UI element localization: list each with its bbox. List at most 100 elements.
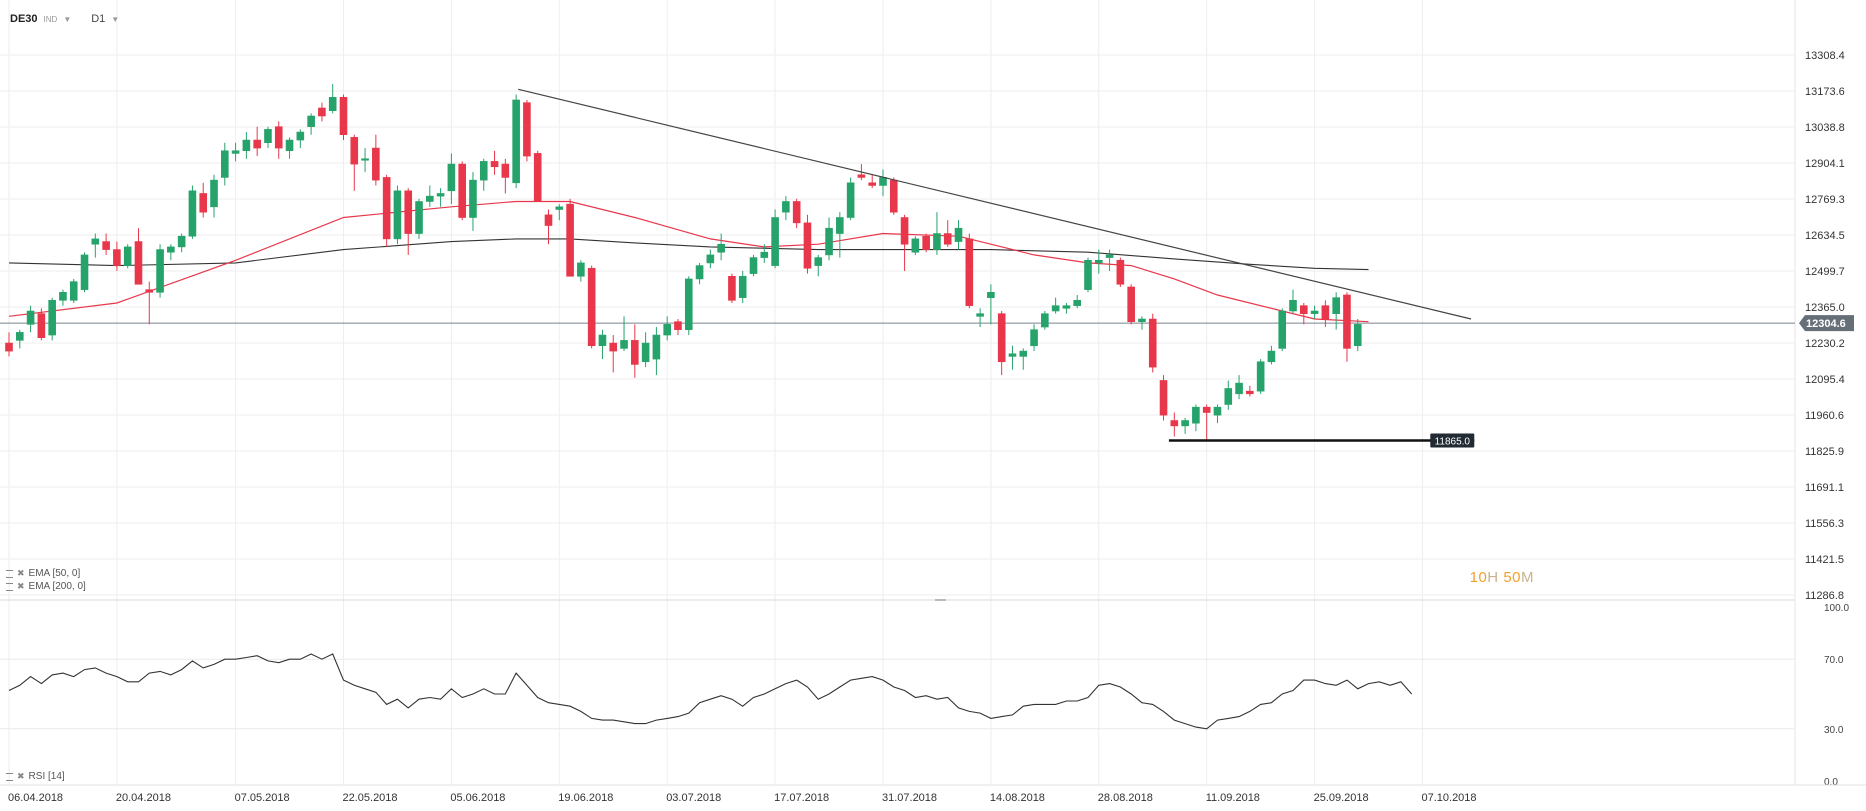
candle[interactable] bbox=[1246, 385, 1254, 397]
remove-icon[interactable]: ✖ bbox=[17, 581, 25, 591]
candle[interactable] bbox=[1084, 257, 1092, 293]
candle[interactable] bbox=[328, 83, 337, 114]
candle[interactable] bbox=[684, 276, 693, 336]
ema50-legend[interactable]: ✖ EMA [50, 0] bbox=[6, 568, 80, 579]
candle[interactable] bbox=[264, 126, 272, 149]
candle[interactable] bbox=[15, 329, 24, 349]
candle[interactable] bbox=[1300, 302, 1308, 325]
remove-icon[interactable]: ✖ bbox=[17, 568, 25, 578]
candle[interactable] bbox=[577, 260, 585, 282]
candle[interactable] bbox=[242, 132, 251, 159]
candle[interactable] bbox=[479, 158, 488, 191]
candle[interactable] bbox=[1192, 404, 1200, 432]
candle[interactable] bbox=[102, 233, 110, 255]
candle[interactable] bbox=[1213, 404, 1222, 424]
candle[interactable] bbox=[1235, 375, 1243, 400]
candle[interactable] bbox=[285, 137, 294, 159]
candle[interactable] bbox=[674, 319, 682, 336]
candle[interactable] bbox=[1332, 292, 1340, 330]
candle[interactable] bbox=[318, 102, 326, 122]
candle[interactable] bbox=[307, 113, 315, 135]
timeframe-label[interactable]: D1 bbox=[91, 13, 106, 25]
candle[interactable] bbox=[652, 327, 661, 376]
candle[interactable] bbox=[1202, 404, 1211, 441]
descending-trendline[interactable] bbox=[518, 88, 1472, 320]
candle[interactable] bbox=[1094, 249, 1103, 274]
candle[interactable] bbox=[1170, 412, 1179, 437]
candle[interactable] bbox=[706, 249, 715, 269]
settings-icon[interactable] bbox=[6, 569, 13, 578]
candle[interactable] bbox=[1321, 300, 1330, 328]
candle[interactable] bbox=[1105, 249, 1114, 271]
candle[interactable] bbox=[954, 220, 963, 250]
candle[interactable] bbox=[231, 142, 240, 162]
candle[interactable] bbox=[1148, 313, 1157, 373]
remove-icon[interactable]: ✖ bbox=[17, 771, 25, 781]
candle[interactable] bbox=[274, 121, 283, 159]
candle[interactable] bbox=[523, 99, 531, 162]
symbol-label[interactable]: DE30 bbox=[10, 13, 38, 25]
candle[interactable] bbox=[199, 182, 208, 218]
candle[interactable] bbox=[782, 196, 790, 221]
candle[interactable] bbox=[80, 252, 89, 293]
candle[interactable] bbox=[1353, 319, 1362, 352]
candle[interactable] bbox=[997, 311, 1006, 376]
candle[interactable] bbox=[37, 308, 46, 341]
candle[interactable] bbox=[48, 297, 56, 341]
candle[interactable] bbox=[620, 316, 628, 352]
candle[interactable] bbox=[404, 188, 413, 255]
candle[interactable] bbox=[1310, 305, 1319, 320]
candle[interactable] bbox=[69, 278, 78, 303]
candle[interactable] bbox=[350, 134, 359, 191]
candle[interactable] bbox=[91, 233, 100, 258]
candle[interactable] bbox=[426, 185, 434, 207]
candle[interactable] bbox=[113, 241, 121, 271]
candle[interactable] bbox=[1041, 311, 1049, 330]
main-price-panel[interactable]: 11865.0 13308.4 13173.6 13038.8 12904.1 1276… bbox=[0, 0, 1854, 785]
candle[interactable] bbox=[911, 236, 920, 255]
candle[interactable] bbox=[555, 204, 564, 221]
candle[interactable] bbox=[447, 153, 456, 205]
candle[interactable] bbox=[598, 329, 607, 360]
candle[interactable] bbox=[760, 244, 769, 263]
candle[interactable] bbox=[1343, 292, 1351, 362]
panel-resize-handle[interactable] bbox=[935, 599, 946, 601]
candle[interactable] bbox=[587, 265, 596, 349]
candle[interactable] bbox=[1127, 284, 1135, 325]
candle[interactable] bbox=[1289, 289, 1297, 314]
candle[interactable] bbox=[1116, 257, 1125, 287]
settings-icon[interactable] bbox=[6, 772, 13, 781]
candle[interactable] bbox=[415, 198, 423, 239]
candle[interactable] bbox=[1181, 417, 1189, 434]
candle[interactable] bbox=[943, 220, 952, 247]
candle[interactable] bbox=[695, 262, 704, 285]
candle[interactable] bbox=[221, 142, 229, 186]
candle[interactable] bbox=[631, 324, 639, 378]
candle[interactable] bbox=[393, 185, 402, 245]
candle[interactable] bbox=[717, 233, 725, 261]
candle[interactable] bbox=[879, 169, 887, 197]
candle[interactable] bbox=[641, 332, 650, 368]
candle[interactable] bbox=[609, 335, 618, 373]
candle[interactable] bbox=[1224, 380, 1233, 410]
candle[interactable] bbox=[868, 174, 877, 189]
candle[interactable] bbox=[814, 254, 823, 277]
candle[interactable] bbox=[1138, 316, 1146, 330]
candle[interactable] bbox=[1159, 375, 1168, 421]
candle[interactable] bbox=[512, 94, 520, 189]
candle[interactable] bbox=[1073, 294, 1082, 309]
timeframe-dropdown-icon[interactable]: ▼ bbox=[111, 14, 120, 24]
candle[interactable] bbox=[889, 177, 898, 215]
candle[interactable] bbox=[490, 150, 499, 175]
candle[interactable] bbox=[469, 172, 477, 231]
candle[interactable] bbox=[59, 289, 67, 306]
candle[interactable] bbox=[145, 281, 154, 325]
candle[interactable] bbox=[1278, 308, 1287, 352]
rsi-panel[interactable]: 100.0 70.0 30.0 0.0 bbox=[0, 603, 1849, 788]
candle[interactable] bbox=[253, 126, 261, 157]
candle[interactable] bbox=[1062, 302, 1071, 314]
candle[interactable] bbox=[296, 129, 305, 149]
candle[interactable] bbox=[26, 305, 35, 333]
candle[interactable] bbox=[177, 233, 186, 253]
